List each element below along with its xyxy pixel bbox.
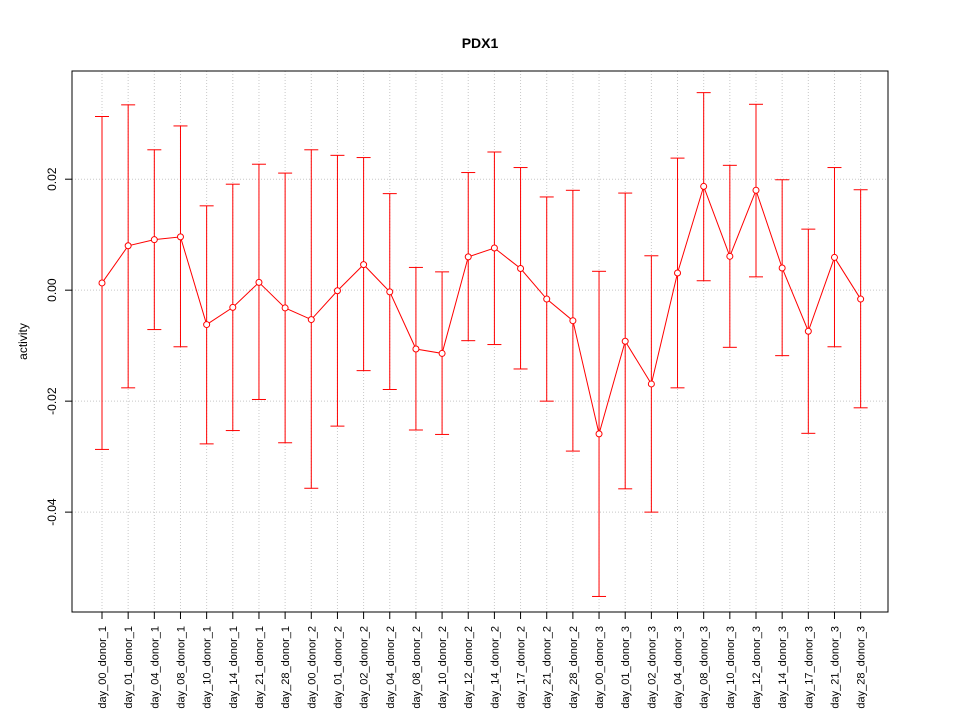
data-point — [360, 261, 368, 269]
data-point — [255, 278, 263, 286]
data-point — [124, 242, 132, 250]
x-tick-label: day_08_donor_1 — [175, 626, 187, 709]
data-point — [490, 244, 498, 252]
data-point — [412, 345, 420, 353]
data-point — [229, 303, 237, 311]
x-tick-label: day_04_donor_1 — [149, 626, 161, 709]
data-point — [595, 430, 603, 438]
x-tick-label: day_28_donor_2 — [568, 626, 580, 709]
x-tick-label: day_12_donor_3 — [751, 626, 763, 709]
x-tick-label: day_10_donor_2 — [437, 626, 449, 709]
data-point — [98, 279, 106, 287]
data-point — [203, 321, 211, 329]
x-tick-label: day_10_donor_3 — [725, 626, 737, 709]
data-point — [700, 182, 708, 190]
x-tick-label: day_04_donor_2 — [385, 626, 397, 709]
x-tick-label: day_01_donor_2 — [332, 626, 344, 709]
data-series — [95, 92, 868, 597]
x-tick-label: day_21_donor_2 — [542, 626, 554, 709]
x-tick-label: day_02_donor_3 — [646, 626, 658, 709]
data-point — [307, 316, 315, 324]
data-point — [830, 253, 838, 261]
data-point — [674, 269, 682, 277]
y-axis-label: activity — [16, 323, 30, 360]
y-tick-label: -0.02 — [45, 387, 59, 415]
x-tick-label: day_14_donor_1 — [228, 626, 240, 709]
x-tick-label: day_00_donor_1 — [97, 626, 109, 709]
x-tick-label: day_10_donor_1 — [202, 626, 214, 709]
x-axis: day_00_donor_1 day_01_donor_1 day_04_donor… — [97, 611, 868, 709]
data-point — [150, 236, 158, 244]
y-axis: -0.04 -0.02 0.00 0.02 — [45, 167, 72, 526]
data-point — [569, 317, 577, 325]
y-tick-label: -0.04 — [45, 498, 59, 526]
data-point — [752, 186, 760, 194]
x-tick-label: day_08_donor_2 — [411, 626, 423, 709]
x-tick-label: day_14_donor_3 — [777, 626, 789, 709]
data-point — [333, 287, 341, 295]
x-tick-label: day_17_donor_3 — [803, 626, 815, 709]
x-tick-label: day_17_donor_2 — [516, 626, 528, 709]
x-tick-label: day_12_donor_2 — [463, 626, 475, 709]
data-point — [438, 349, 446, 357]
x-tick-label: day_08_donor_3 — [699, 626, 711, 709]
x-tick-label: day_14_donor_2 — [489, 626, 501, 709]
series-line — [101, 184, 862, 435]
data-point — [176, 233, 184, 241]
data-point — [464, 253, 472, 261]
x-tick-label: day_01_donor_3 — [620, 626, 632, 709]
x-tick-label: day_02_donor_2 — [359, 626, 371, 709]
data-point — [543, 295, 551, 303]
y-tick-label: 0.02 — [45, 167, 59, 191]
x-tick-label: day_00_donor_2 — [306, 626, 318, 709]
data-point — [517, 265, 525, 273]
data-point — [778, 264, 786, 272]
data-point — [857, 295, 865, 303]
x-tick-label: day_21_donor_3 — [829, 626, 841, 709]
data-point — [386, 288, 394, 296]
x-tick-label: day_28_donor_1 — [280, 626, 292, 709]
x-tick-label: day_04_donor_3 — [673, 626, 685, 709]
chart-title: PDX1 — [462, 35, 499, 51]
data-point — [726, 252, 734, 260]
data-point — [621, 337, 629, 345]
y-tick-label: 0.00 — [45, 278, 59, 302]
x-tick-label: day_28_donor_3 — [856, 626, 868, 709]
data-point — [281, 304, 289, 312]
x-tick-label: day_01_donor_1 — [123, 626, 135, 709]
x-tick-label: day_21_donor_1 — [254, 626, 266, 709]
data-point — [804, 327, 812, 335]
data-point — [647, 380, 655, 388]
x-tick-label: day_00_donor_3 — [594, 626, 606, 709]
